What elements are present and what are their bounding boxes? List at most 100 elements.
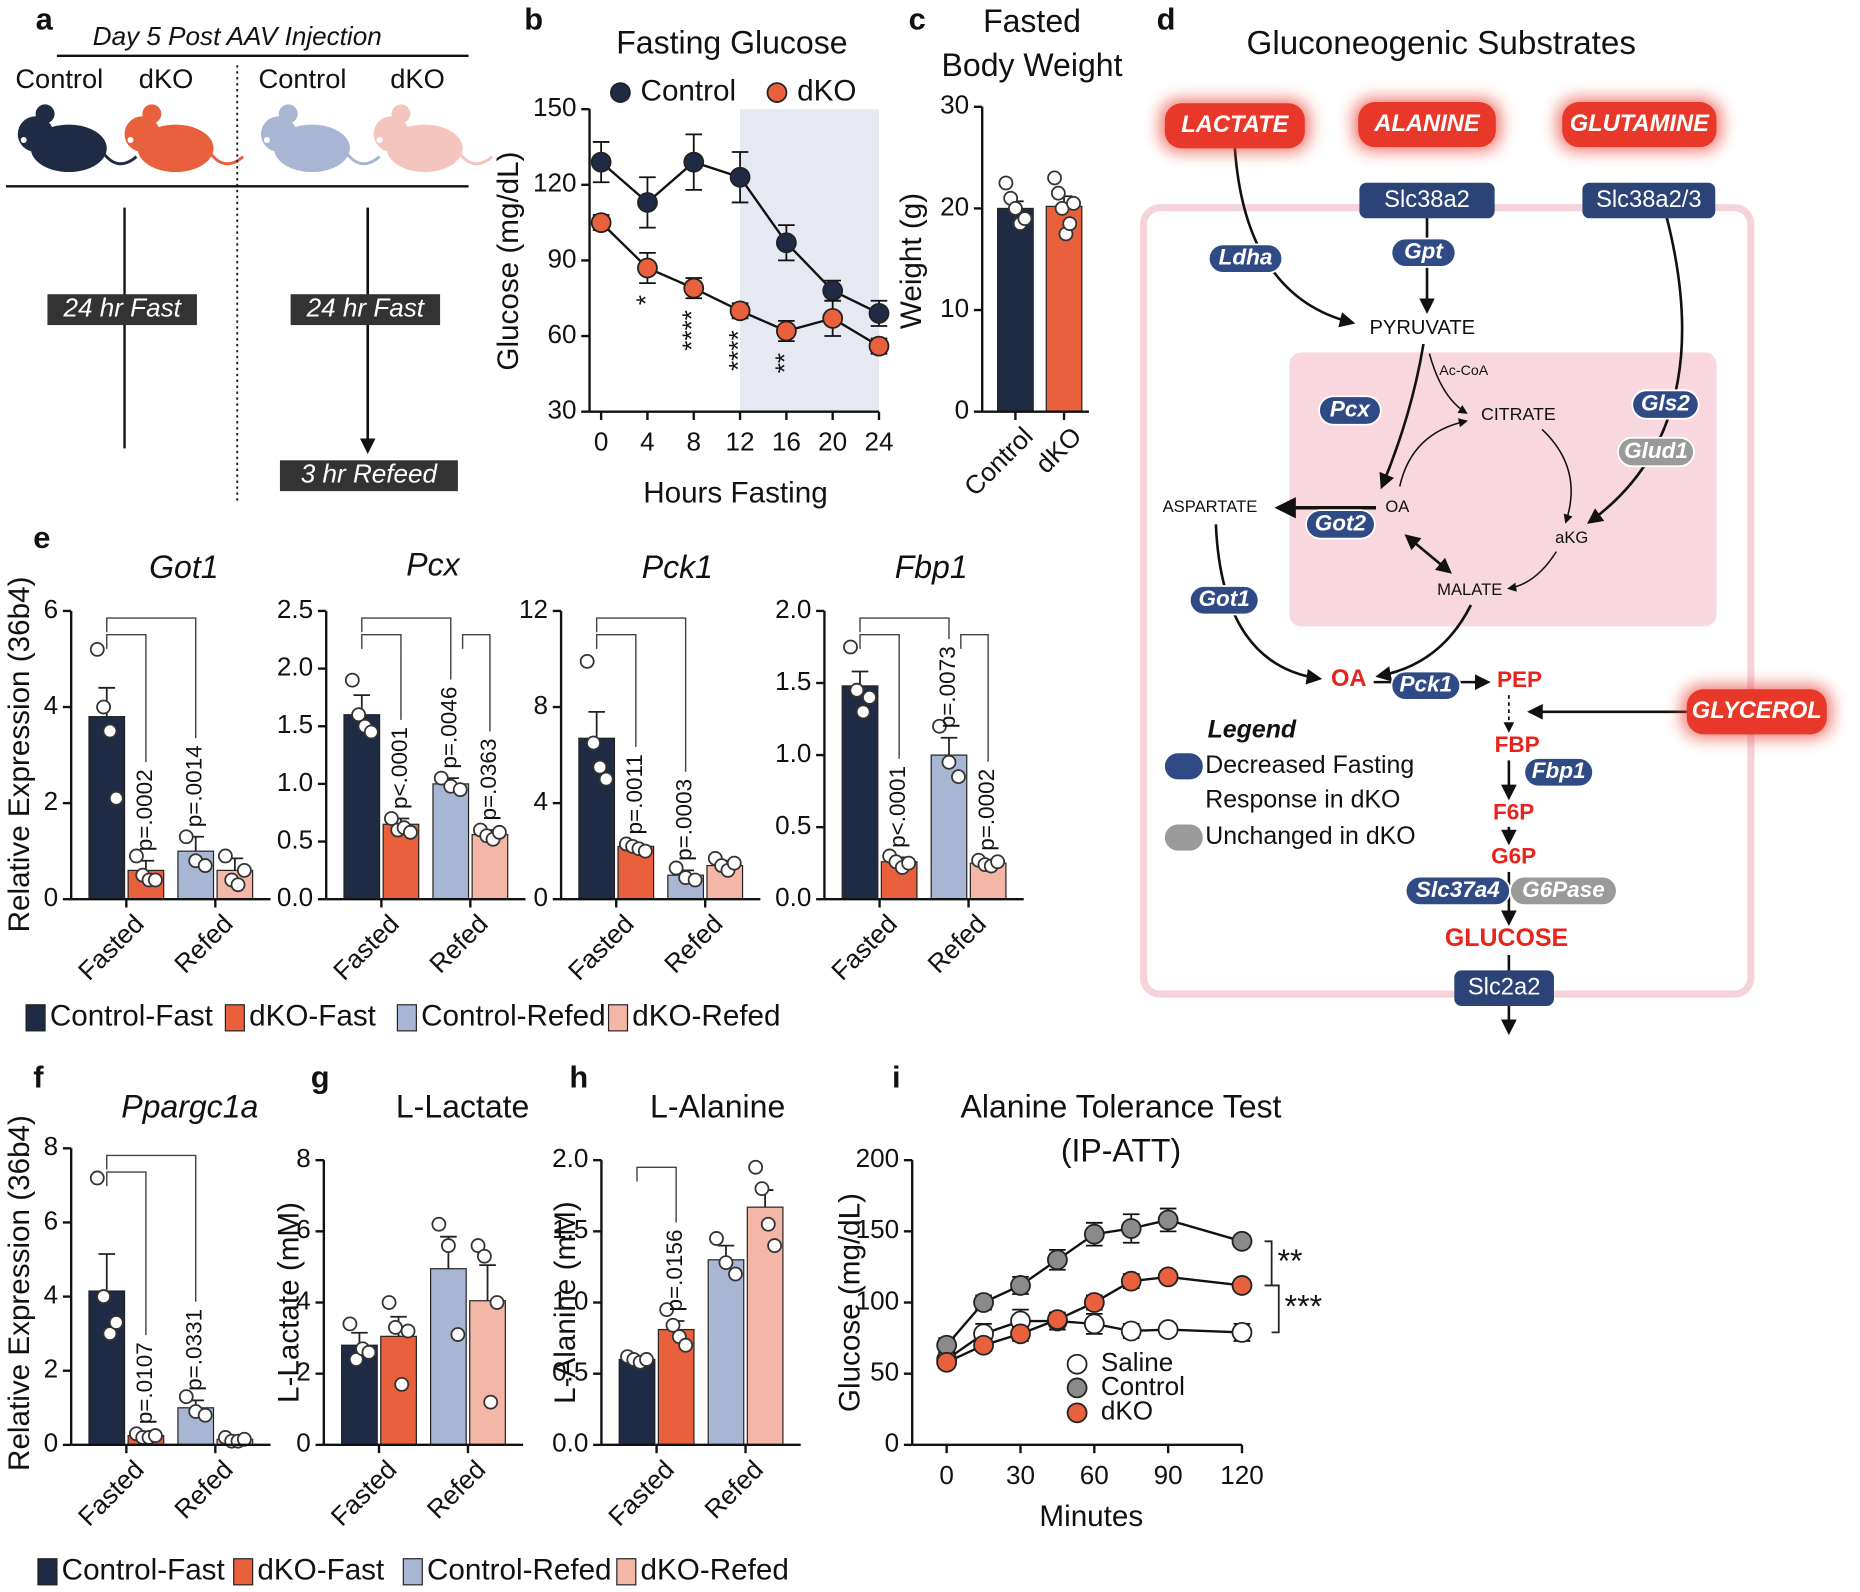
significance: *** [1285, 1288, 1322, 1324]
step-box [47, 294, 197, 326]
enzyme [1305, 509, 1376, 540]
data-point [767, 1238, 783, 1253]
data-point [592, 759, 608, 775]
transporter-label: Slc38a2/3 [1596, 187, 1701, 213]
y-tick-label: 6 [44, 594, 59, 624]
x-tick-label: Fasted [602, 1454, 680, 1532]
bracket [106, 1154, 197, 1302]
x-tick-label: 8 [686, 427, 701, 457]
data-point [973, 1292, 994, 1313]
data-point [108, 790, 124, 806]
p-value: p=.0046 [437, 687, 462, 769]
panel-label: a [36, 2, 54, 37]
y-tick-label: 0 [534, 882, 549, 912]
arrow [1541, 428, 1573, 524]
y-axis-label: Weight (g) [895, 193, 928, 329]
y-tick-label: 100 [856, 1285, 900, 1315]
y-tick-label: 1.0 [277, 767, 313, 797]
panel-labels: a b c d e f g h i [33, 2, 1175, 1095]
data-point [491, 824, 507, 840]
data-point [936, 1334, 958, 1356]
y-tick-label: 8 [534, 690, 549, 720]
panel-label: g [311, 1060, 330, 1095]
y-tick-label: 0 [296, 1428, 311, 1458]
data-point [855, 704, 871, 720]
metabolite: G6P [1491, 844, 1536, 869]
bracket [461, 633, 491, 732]
significance: ** [1278, 1243, 1303, 1279]
data-point [726, 855, 742, 871]
data-point [1047, 1309, 1068, 1330]
x-axis-label: Minutes [1039, 1500, 1143, 1533]
x-axis-label: Hours Fasting [643, 477, 828, 510]
data-point [236, 862, 252, 878]
y-tick-label: 1.5 [277, 709, 313, 739]
y-tick-label: 50 [870, 1357, 899, 1387]
enzyme-label: Got2 [1315, 510, 1367, 535]
enzyme-label: Pck1 [1400, 672, 1453, 697]
data-point [384, 811, 399, 826]
p-value: p=.0014 [182, 745, 207, 827]
panel-label: i [892, 1060, 901, 1095]
data-point [579, 653, 595, 669]
x-tick-label: 4 [640, 427, 655, 457]
y-tick-label: 200 [856, 1143, 900, 1173]
y-tick-label: 1.0 [552, 1285, 588, 1315]
data-point [108, 1315, 124, 1330]
data-point [381, 1295, 397, 1310]
legend-label: Saline [1101, 1347, 1174, 1377]
legend-label: Control-Refed [421, 1000, 606, 1033]
mitochondrion [1289, 352, 1717, 627]
data-point [433, 770, 449, 786]
substrate: LACTATE [1181, 112, 1289, 138]
enzyme-label: Pcx [1330, 396, 1372, 421]
bracket [106, 1171, 147, 1336]
data-point [102, 723, 118, 739]
panel-label: d [1157, 2, 1176, 37]
data-point [1120, 1320, 1142, 1342]
data-point [348, 1352, 364, 1367]
bar [707, 1259, 745, 1446]
y-tick-label: 30 [547, 395, 576, 425]
significance: **** [677, 310, 707, 351]
p-value: p<.0001 [387, 727, 412, 809]
y-tick-label: 2.0 [277, 651, 313, 681]
data-point [178, 829, 194, 845]
data-point [129, 848, 144, 864]
enzyme-label: Got1 [1199, 586, 1250, 611]
enzyme-label: Gpt [1404, 239, 1444, 264]
x-tick-label: Refed [921, 908, 991, 978]
bar [432, 783, 470, 900]
panel-label: e [33, 520, 50, 555]
arrow [1233, 148, 1356, 328]
y-tick-label: 90 [547, 243, 576, 273]
bar [430, 1268, 467, 1446]
data-point [775, 320, 797, 342]
mouse [260, 104, 381, 173]
x-tick-label: 24 [864, 427, 893, 457]
data-point [822, 280, 844, 302]
p-value: p=.0003 [672, 779, 697, 861]
data-point [217, 848, 233, 864]
bracket [859, 633, 900, 759]
data-point [729, 166, 751, 188]
data-point [748, 1159, 764, 1175]
bracket [859, 617, 950, 640]
enzyme-label: Glud1 [1624, 438, 1688, 463]
data-point [718, 1255, 734, 1271]
y-tick-label: 0.0 [552, 1428, 588, 1458]
p-value: p=.0002 [132, 769, 157, 851]
metabolite: CITRATE [1481, 404, 1556, 424]
bar [380, 1335, 417, 1446]
x-tick-label: Fasted [325, 1454, 403, 1532]
y-tick-label: 0 [955, 395, 970, 425]
legend-label: dKO-Fast [257, 1554, 385, 1587]
enzyme-label: G6Pase [1522, 877, 1605, 902]
metabolite: Ac-CoA [1439, 363, 1489, 379]
y-tick-label: 4 [44, 1279, 59, 1309]
metabolite: aKG [1555, 528, 1588, 547]
substrate-box [1562, 102, 1717, 148]
substrate: ALANINE [1373, 111, 1481, 137]
enzyme [1318, 395, 1382, 426]
